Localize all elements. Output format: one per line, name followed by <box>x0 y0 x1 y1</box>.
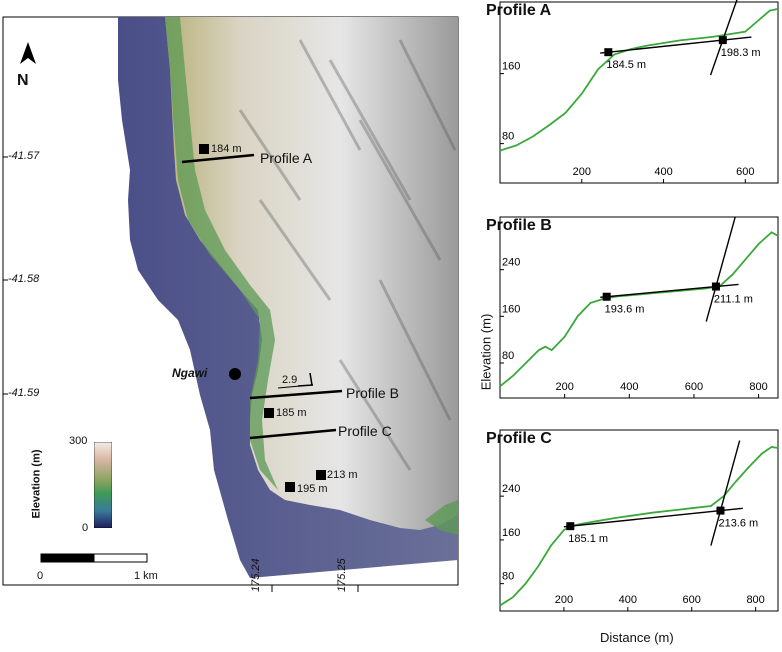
x-tick-label: 800 <box>749 381 767 393</box>
plot-frame <box>499 216 779 399</box>
map-panel: N -41.57 -41.58 -41.59 175.24 175.25 Pro… <box>2 16 459 592</box>
profile-a-panel: Profile A 200 400 600 80 160 184.5 m 198.3 m <box>478 0 782 200</box>
scale-bar <box>40 553 148 563</box>
y-tick-label: 240 <box>502 257 520 269</box>
north-label: N <box>17 72 29 89</box>
y-tick-label: 240 <box>502 483 520 495</box>
profile-b-chart[interactable]: 200 400 600 800 80 160 240 193.6 m 211.1 m <box>478 215 782 415</box>
graticule-ticks <box>3 156 359 592</box>
elevation-legend: Elevation (m) 300 0 <box>14 430 124 535</box>
inner-edge-marker <box>602 292 611 301</box>
x-tick-label: 400 <box>619 594 637 606</box>
profile-c-chart[interactable]: 200 400 600 800 80 160 240 185.1 m 213.6 m <box>478 428 782 628</box>
inner-edge-marker <box>566 522 575 531</box>
legend-title: Elevation (m) <box>30 449 43 519</box>
x-axis-label: Distance (m) <box>600 630 674 645</box>
point-label: 195 m <box>297 483 328 495</box>
x-tick-label: 200 <box>555 594 573 606</box>
coastal-fringe <box>165 17 278 490</box>
profile-line <box>499 231 779 388</box>
marker-label: 184.5 m <box>606 59 646 71</box>
latitude-tick-label: -41.58 <box>8 273 40 285</box>
inner-edge-marker <box>716 506 725 515</box>
x-tick-label: 600 <box>683 594 701 606</box>
inner-edge-marker <box>711 282 720 291</box>
point-label: 184 m <box>211 143 242 155</box>
marker-label: 185.1 m <box>568 533 608 545</box>
inner-edge-marker <box>604 48 613 57</box>
y-tick-label: 80 <box>502 131 514 143</box>
relief-shading <box>238 39 457 471</box>
x-tick-label: 200 <box>555 381 573 393</box>
profile-a-chart[interactable]: 200 400 600 80 160 184.5 m 198.3 m <box>478 0 782 200</box>
chart-title: Profile A <box>486 2 552 19</box>
profile-b-panel: Profile B 200 400 600 800 80 160 240 193.6 m 211… <box>478 215 782 415</box>
marker-label: 213.6 m <box>718 518 758 530</box>
plot-frame <box>499 1 779 184</box>
y-tick-label: 80 <box>502 571 514 583</box>
x-tick-label: 400 <box>654 166 672 178</box>
scarp-fit-line <box>709 0 738 76</box>
land-relief <box>165 17 458 530</box>
profile-lines <box>181 144 343 492</box>
plot-frame <box>499 429 779 612</box>
chart-title: Profile C <box>486 430 552 447</box>
place-label: Ngawi <box>172 366 208 380</box>
point-label: 185 m <box>276 407 307 419</box>
scarp-fit-line <box>710 440 741 546</box>
legend-colorbar <box>94 442 112 528</box>
dip-label: 2.9 <box>282 374 298 386</box>
latitude-tick-label: -41.59 <box>8 387 40 399</box>
x-tick-label: 800 <box>746 594 764 606</box>
x-tick-label: 200 <box>573 166 591 178</box>
y-tick-label: 160 <box>502 527 520 539</box>
point-label: 213 m <box>327 469 358 481</box>
y-tick-label: 80 <box>502 350 514 362</box>
x-tick-label: 600 <box>736 166 754 178</box>
profile-line <box>499 445 779 607</box>
y-tick-label: 160 <box>502 303 520 315</box>
profile-line-label: Profile B <box>346 385 399 401</box>
profile-line <box>499 7 779 152</box>
x-tick-label: 400 <box>620 381 638 393</box>
y-axis-label: Elevation (m) <box>478 313 494 391</box>
y-tick-label: 160 <box>502 61 520 73</box>
scale-bar-end: 1 km <box>134 570 158 582</box>
profile-line-label: Profile C <box>338 423 392 439</box>
scale-bar-start: 0 <box>37 570 44 582</box>
scarp-fit-line <box>705 216 737 322</box>
chart-title: Profile B <box>486 217 552 234</box>
legend-min: 0 <box>82 522 89 534</box>
profile-line-label: Profile A <box>260 150 313 166</box>
latitude-tick-label: -41.57 <box>8 150 40 162</box>
profile-c-panel: Profile C 200 400 600 800 80 160 240 185.1 m 213… <box>478 428 782 628</box>
marker-label: 211.1 m <box>714 294 753 306</box>
x-tick-label: 600 <box>685 381 703 393</box>
marker-label: 198.3 m <box>721 47 761 59</box>
inner-edge-marker <box>718 36 727 45</box>
north-arrow-icon <box>20 42 36 64</box>
terrace-fit-line <box>563 507 743 528</box>
marker-label: 193.6 m <box>605 304 645 316</box>
legend-max: 300 <box>69 435 88 447</box>
